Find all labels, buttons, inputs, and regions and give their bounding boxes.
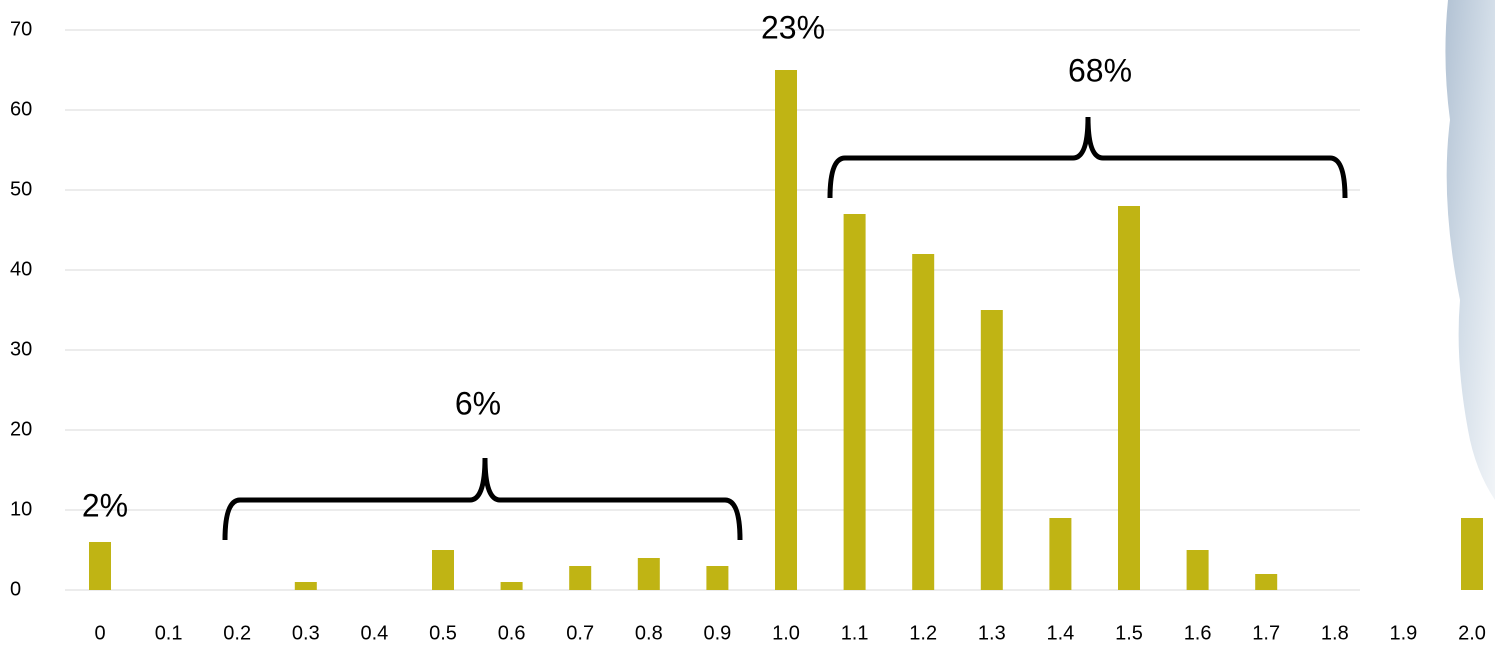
x-tick-label: 1.7 (1252, 622, 1280, 644)
x-tick-label: 1.9 (1389, 622, 1417, 644)
annotation: 68% (1068, 52, 1132, 88)
bar (432, 550, 454, 590)
bar (1255, 574, 1278, 590)
x-tick-label: 0.4 (360, 622, 388, 644)
x-tick-label: 0.7 (566, 622, 594, 644)
background-image (1445, 0, 1495, 500)
bar (706, 566, 729, 590)
bar (500, 582, 523, 590)
annotation: 2% (82, 487, 128, 523)
x-tick-label: 1.4 (1046, 622, 1074, 644)
bar (1186, 550, 1209, 590)
x-tick-label: 1.5 (1115, 622, 1143, 644)
x-tick-label: 1.3 (978, 622, 1006, 644)
y-tick-label: 70 (10, 18, 32, 40)
x-tick-label: 0.6 (498, 622, 526, 644)
bar (569, 566, 592, 590)
y-tick-label: 20 (10, 418, 32, 440)
bar (1118, 206, 1140, 590)
x-tick-label: 1.6 (1184, 622, 1212, 644)
x-tick-label: 0.9 (703, 622, 731, 644)
bar (89, 542, 111, 590)
x-tick-label: 0.8 (635, 622, 663, 644)
bar (1049, 518, 1072, 590)
bar (775, 70, 797, 590)
annotation: 6% (455, 385, 501, 421)
y-tick-label: 60 (10, 98, 32, 120)
bar (294, 582, 317, 590)
bar (637, 558, 660, 590)
x-tick-label: 1.0 (772, 622, 800, 644)
annotation: 23% (761, 9, 825, 45)
y-tick-label: 0 (10, 578, 21, 600)
x-tick-label: 1.1 (841, 622, 869, 644)
bracket (222, 457, 743, 541)
bar (843, 214, 866, 590)
x-tick-label: 0 (94, 622, 105, 644)
y-tick-label: 40 (10, 258, 32, 280)
x-tick-label: 0.5 (429, 622, 457, 644)
x-tick-label: 0.2 (223, 622, 251, 644)
x-tick-label: 1.8 (1321, 622, 1349, 644)
x-tick-label: 1.2 (909, 622, 937, 644)
y-tick-label: 50 (10, 178, 32, 200)
bracket (827, 116, 1348, 199)
x-tick-label: 0.3 (292, 622, 320, 644)
x-tick-label: 0.1 (155, 622, 183, 644)
bar (912, 254, 935, 590)
x-tick-label: 2.0 (1458, 622, 1486, 644)
y-tick-label: 10 (10, 498, 32, 520)
y-tick-label: 30 (10, 338, 32, 360)
bar (980, 310, 1003, 590)
bar (1461, 518, 1483, 590)
